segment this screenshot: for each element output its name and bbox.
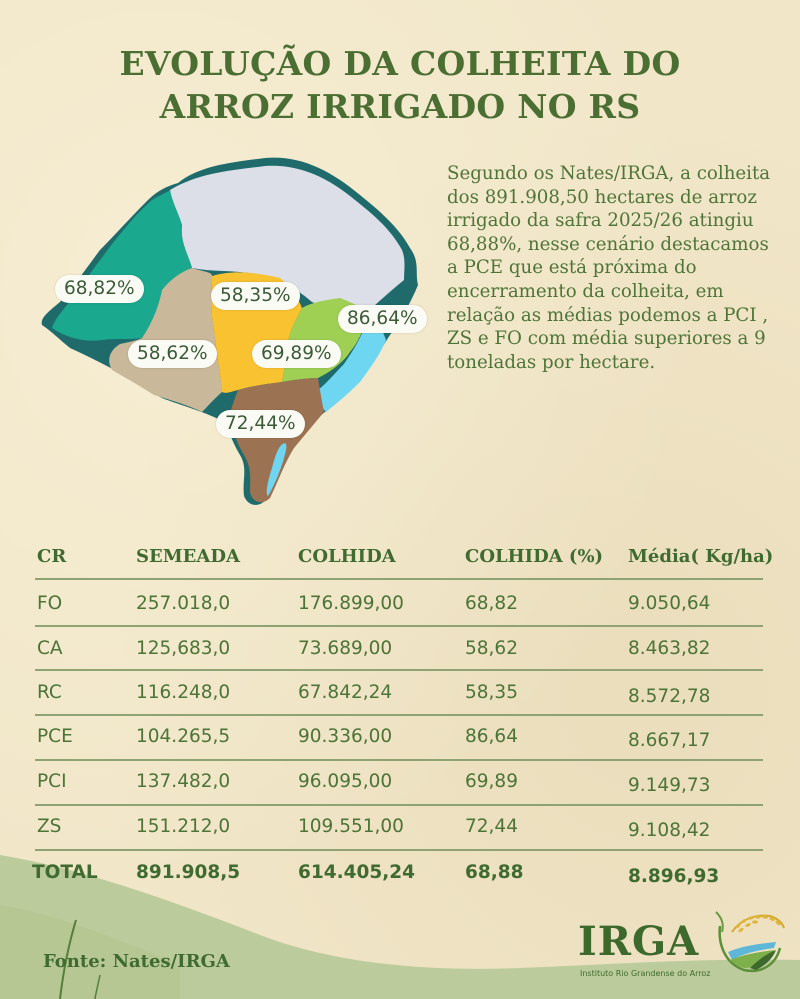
table-row: FO 257.018,0 176.899,00 68,82 9.050,64 (0, 585, 800, 625)
cell-colhida-pct: 72,44 (465, 816, 518, 837)
description-text: Segundo os Nates/IRGA, a colheita dos 89… (447, 163, 771, 373)
cell-semeada: 257.018,0 (136, 593, 231, 614)
map-region-pce (318, 312, 386, 412)
logo-text: IRGA (578, 918, 700, 965)
map-label-fo: 68,82% (55, 275, 144, 303)
table-row: ZS 151.212,0 109.551,00 72,44 9.108,42 (0, 808, 800, 848)
cell-colhida-pct: 69,89 (465, 771, 518, 792)
cell-colhida: 176.899,00 (298, 593, 404, 614)
row-rule (35, 669, 763, 671)
cell-colhida: 109.551,00 (298, 816, 404, 837)
table-header-row: CR SEMEADA COLHIDA COLHIDA (%) Média( Kg… (0, 538, 800, 578)
map-label-pce: 86,64% (338, 305, 427, 333)
row-rule (35, 625, 763, 627)
map-label-pci: 69,89% (252, 340, 341, 368)
title-line-1: EVOLUÇÃO DA COLHEITA DO (119, 44, 681, 83)
cell-semeada: 891.908,5 (136, 862, 241, 883)
page-title: EVOLUÇÃO DA COLHEITA DO ARROZ IRRIGADO N… (0, 42, 800, 128)
cell-colhida: 96.095,00 (298, 771, 393, 792)
row-rule (35, 759, 763, 761)
cell-cr: PCI (37, 771, 67, 792)
cell-cr: TOTAL (32, 862, 98, 883)
cell-colhida-pct: 86,64 (465, 726, 518, 747)
rs-map: 68,82% 58,35% 86,64% 58,62% 69,89% 72,44… (30, 150, 430, 510)
map-label-zs: 72,44% (216, 410, 305, 438)
map-region-non-rice (170, 165, 405, 312)
logo-subtitle: Instituto Rio Grandense do Arroz (580, 969, 711, 978)
header-media: Média( Kg/ha) (628, 546, 774, 567)
title-line-2: ARROZ IRRIGADO NO RS (159, 87, 641, 126)
header-semeada: SEMEADA (136, 546, 240, 567)
header-cr: CR (37, 546, 67, 567)
cell-colhida-pct: 58,62 (465, 638, 518, 659)
map-region-fo (52, 190, 192, 341)
cell-semeada: 125,683,0 (136, 638, 231, 659)
table-row: CA 125,683,0 73.689,00 58,62 8.463,82 (0, 630, 800, 670)
cell-colhida-pct: 68,88 (465, 862, 524, 883)
map-lagoon (266, 443, 287, 496)
cell-cr: ZS (37, 816, 62, 837)
cell-semeada: 151.212,0 (136, 816, 231, 837)
cell-cr: PCE (37, 726, 73, 747)
cell-colhida: 614.405,24 (298, 862, 416, 883)
map-label-rc: 58,35% (211, 282, 300, 310)
row-rule (35, 804, 763, 806)
table-row: RC 116.248,0 67.842,24 58,35 8.572,78 (0, 674, 800, 714)
cell-media: 9.149,73 (628, 775, 711, 796)
cell-colhida-pct: 58,35 (465, 682, 518, 703)
cell-colhida: 90.336,00 (298, 726, 393, 747)
cell-cr: CA (37, 638, 63, 659)
cell-colhida-pct: 68,82 (465, 593, 518, 614)
cell-cr: FO (37, 593, 63, 614)
grass-blade-icon (59, 919, 77, 999)
cell-media: 8.896,93 (628, 866, 720, 887)
cell-semeada: 104.265,5 (136, 726, 231, 747)
header-colhida-pct: COLHIDA (%) (465, 546, 604, 567)
map-region-zs (228, 378, 324, 503)
cell-colhida: 73.689,00 (298, 638, 393, 659)
cell-media: 8.667,17 (628, 730, 711, 751)
header-rule (35, 578, 763, 580)
rice-field-emblem-icon (715, 911, 785, 973)
header-colhida: COLHIDA (298, 546, 396, 567)
cell-semeada: 137.482,0 (136, 771, 231, 792)
table-row: PCI 137.482,0 96.095,00 69,89 9.149,73 (0, 763, 800, 803)
row-rule (35, 849, 763, 851)
source-credit: Fonte: Nates/IRGA (43, 951, 230, 972)
row-rule (35, 714, 763, 716)
table-row: PCE 104.265,5 90.336,00 86,64 8.667,17 (0, 718, 800, 758)
cell-semeada: 116.248,0 (136, 682, 231, 703)
irga-logo: IRGA Instituto Rio Grandense do Arroz (578, 908, 788, 988)
cell-media: 8.572,78 (628, 686, 711, 707)
cell-media: 8.463,82 (628, 638, 711, 659)
table-total-row: TOTAL 891.908,5 614.405,24 68,88 8.896,9… (0, 854, 800, 894)
cell-media: 9.108,42 (628, 820, 711, 841)
cell-colhida: 67.842,24 (298, 682, 393, 703)
map-label-ca: 58,62% (128, 340, 217, 368)
cell-media: 9.050,64 (628, 593, 711, 614)
cell-cr: RC (37, 682, 62, 703)
